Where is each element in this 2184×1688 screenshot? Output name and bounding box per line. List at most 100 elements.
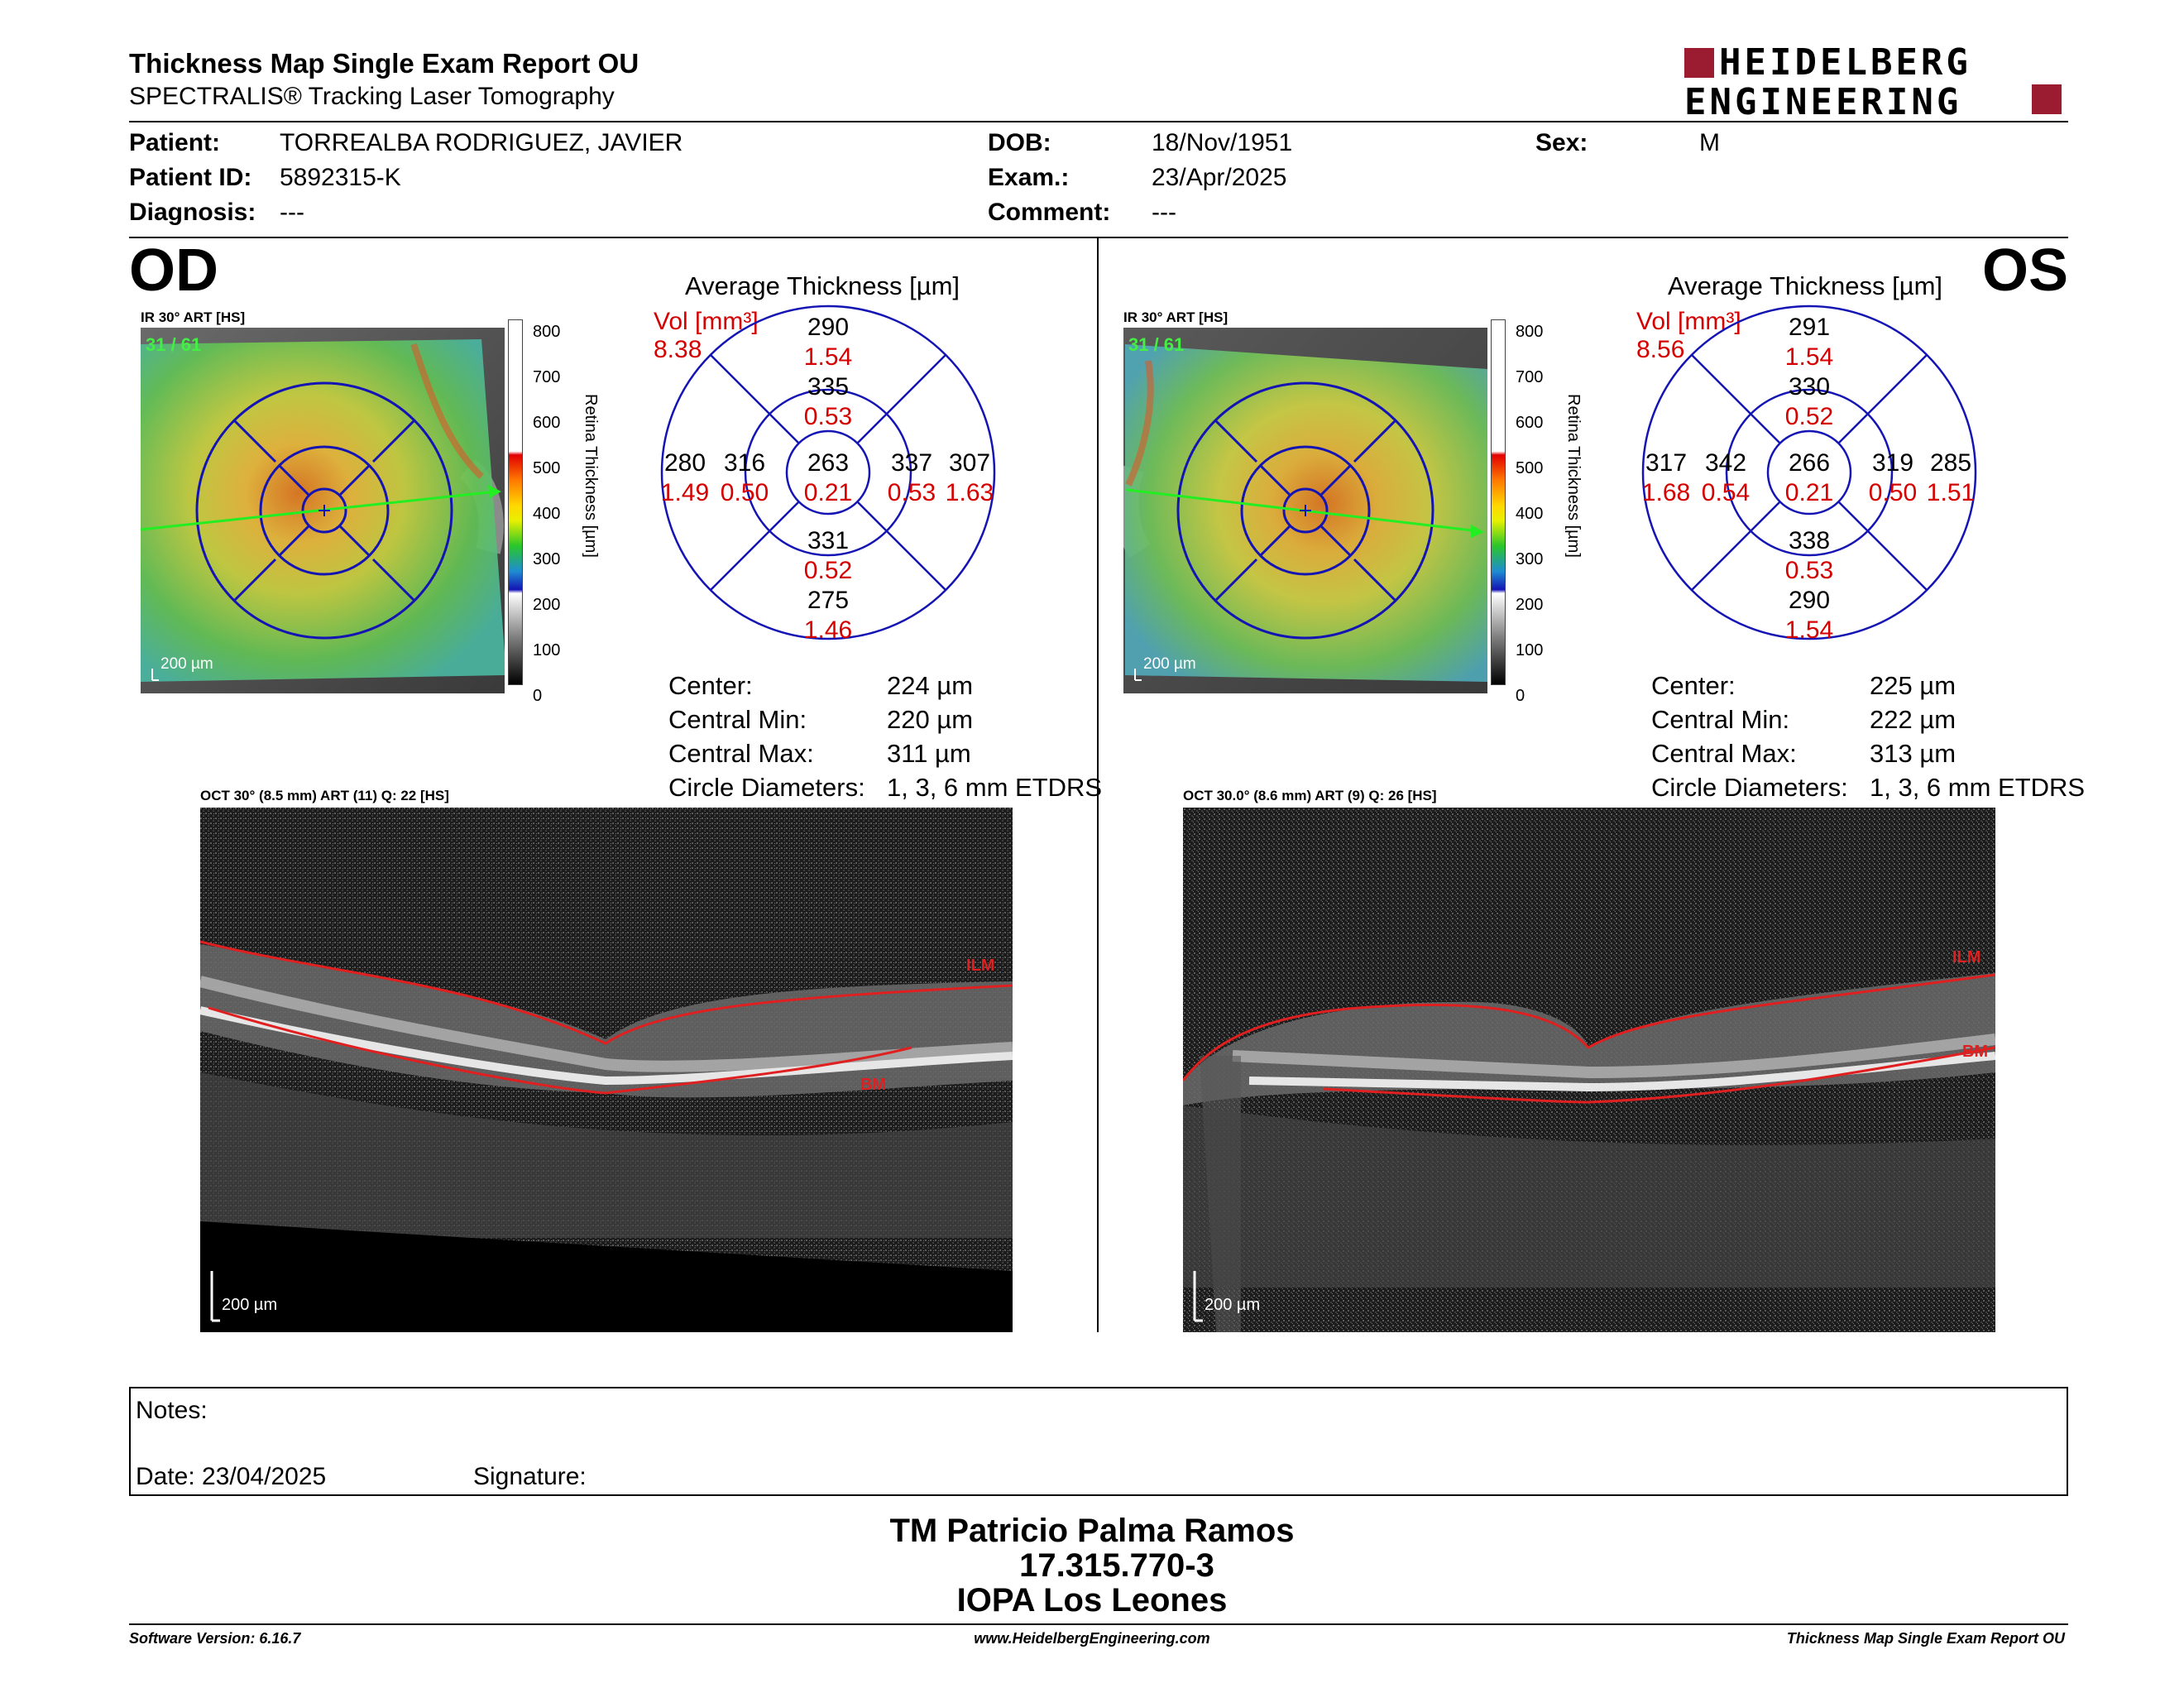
comment-value: ---	[1152, 199, 1176, 226]
od-colorbar: 800 700 600 500 400 300 200 100 0 Retina…	[508, 319, 607, 705]
os-colorbar: 800 700 600 500 400 300 200 100 0 Retina…	[1491, 319, 1590, 705]
signatory-org: IOPA Los Leones	[956, 1582, 1228, 1618]
notes-box: Notes: Date: 23/04/2025 Signature:	[129, 1387, 2068, 1496]
os-sector-bottom-outer: 290 1.54	[1784, 587, 1834, 644]
exam-label: Exam.:	[988, 164, 1070, 191]
od-sector-left-outer: 280 1.49	[660, 449, 710, 506]
stat-label: Central Min:	[1651, 705, 1790, 734]
signatory-id: 17.315.770-3	[1019, 1547, 1214, 1584]
od-sector-bottom-outer: 275 1.46	[803, 587, 853, 644]
stat-value: 1, 3, 6 mm ETDRS	[887, 773, 1103, 802]
tick: 500	[1516, 459, 1544, 477]
os-sector-right-inner: 319 0.50	[1868, 449, 1918, 506]
notes-label: Notes:	[136, 1397, 208, 1424]
od-sector-left-inner: 316 0.50	[720, 449, 769, 506]
notes-date: Date: 23/04/2025	[136, 1463, 327, 1490]
footer-report-title: Thickness Map Single Exam Report OU	[1786, 1630, 2065, 1647]
od-fundus-thickness-map: 31 / 61 200 µm	[140, 328, 506, 693]
sex-label: Sex:	[1535, 129, 1588, 156]
os-sector-left-inner: 342 0.54	[1701, 449, 1751, 506]
os-scale-label: 200 µm	[1143, 655, 1196, 673]
od-sector-top-inner: 335 0.53	[803, 373, 853, 430]
os-avg-title: Average Thickness [µm]	[1668, 271, 1943, 300]
tick: 600	[533, 414, 561, 432]
report-title: Thickness Map Single Exam Report OU	[129, 48, 639, 79]
od-eye-label: OD	[129, 237, 218, 304]
tick: 700	[533, 368, 561, 386]
tick: 400	[533, 505, 561, 523]
od-sector-right-inner: 337 0.53	[887, 449, 936, 506]
stat-value: 225 µm	[1870, 671, 1956, 700]
stat-label: Central Min:	[668, 705, 807, 734]
os-vol-value: 8.56	[1636, 336, 1685, 363]
os-bm-label: BM	[1962, 1043, 1989, 1061]
heidelberg-logo: HEIDELBERG ENGINEERING	[1684, 41, 2065, 123]
stat-value: 222 µm	[1870, 705, 1956, 734]
logo-line2: ENGINEERING	[1684, 81, 1962, 123]
stat-label: Center:	[1651, 671, 1736, 700]
od-sector-center: 263 0.21	[803, 449, 853, 506]
tick: 200	[1516, 596, 1544, 614]
os-sector-right-outer: 285 1.51	[1926, 449, 1976, 506]
os-sector-bottom-inner: 338 0.53	[1784, 527, 1834, 584]
patient-label: Patient:	[129, 129, 221, 156]
stat-label: Center:	[668, 671, 753, 700]
od-etdrs-grid: 290 1.54 335 0.53 280 1.49 316 0.50 263 0.21 …	[659, 303, 998, 644]
tick: 100	[533, 641, 561, 659]
od-scale-label: 200 µm	[160, 655, 213, 673]
os-sector-left-outer: 317 1.68	[1641, 449, 1691, 506]
od-ilm-label: ILM	[966, 957, 995, 975]
tick: 300	[533, 550, 561, 568]
stat-value: 313 µm	[1870, 739, 1956, 768]
report-subtitle: SPECTRALIS® Tracking Laser Tomography	[129, 83, 615, 110]
dob-label: DOB:	[988, 129, 1051, 156]
od-sector-bottom-inner: 331 0.52	[803, 527, 853, 584]
tick: 300	[1516, 550, 1544, 568]
os-sector-top-inner: 330 0.52	[1784, 373, 1834, 430]
od-colorbar-title: Retina Thickness [µm]	[582, 394, 600, 558]
od-ir-label: IR 30° ART [HS]	[141, 309, 246, 325]
patient-name: TORREALBA RODRIGUEZ, JAVIER	[280, 129, 683, 156]
tick: 200	[533, 596, 561, 614]
diagnosis-label: Diagnosis:	[129, 199, 256, 226]
os-frame-counter: 31 / 61	[1128, 334, 1185, 355]
os-oct-label: OCT 30.0° (8.6 mm) ART (9) Q: 26 [HS]	[1183, 788, 1437, 803]
comment-label: Comment:	[988, 199, 1111, 226]
tick: 400	[1516, 505, 1544, 523]
os-oct-bscan: ILM BM 200 µm	[1183, 808, 1995, 1332]
tick: 0	[1516, 687, 1525, 705]
od-stats-values: 224 µm 220 µm 311 µm 1, 3, 6 mm ETDRS	[887, 669, 1102, 804]
diagnosis-value: ---	[280, 199, 304, 226]
od-oct-bscan: ILM BM 200 µm	[200, 808, 1013, 1332]
os-sector-top-outer: 291 1.54	[1784, 314, 1834, 371]
od-avg-title: Average Thickness [µm]	[685, 271, 960, 300]
os-fundus-thickness-map: 31 / 61 200 µm	[1114, 328, 1487, 693]
website-link[interactable]: www.HeidelbergEngineering.com	[974, 1630, 1210, 1647]
os-stats-values: 225 µm 222 µm 313 µm 1, 3, 6 mm ETDRS	[1870, 669, 2085, 804]
tick: 600	[1516, 414, 1544, 432]
dob-value: 18/Nov/1951	[1152, 129, 1293, 156]
tick: 700	[1516, 368, 1544, 386]
od-colorbar-ticks: 800 700 600 500 400 300 200 100 0	[533, 309, 560, 719]
tick: 800	[533, 323, 561, 341]
od-bm-label: BM	[860, 1076, 887, 1094]
od-vol-value: 8.38	[654, 336, 702, 363]
os-ir-label: IR 30° ART [HS]	[1123, 309, 1228, 325]
os-colorbar-ticks: 800 700 600 500 400 300 200 100 0	[1516, 309, 1543, 719]
stat-value: 1, 3, 6 mm ETDRS	[1870, 773, 2086, 802]
stat-label: Central Max:	[1651, 739, 1797, 768]
stat-value: 224 µm	[887, 671, 974, 700]
stat-value: 220 µm	[887, 705, 974, 734]
od-stats-labels: Center: Central Min: Central Max: Circle…	[668, 669, 865, 804]
od-oct-scale: 200 µm	[222, 1296, 278, 1314]
patient-id: 5892315-K	[280, 164, 401, 191]
stat-value: 311 µm	[887, 739, 971, 768]
od-sector-right-outer: 307 1.63	[945, 449, 994, 506]
sex-value: M	[1699, 129, 1720, 156]
software-version: Software Version: 6.16.7	[129, 1630, 301, 1647]
os-oct-scale: 200 µm	[1205, 1296, 1261, 1314]
logo-line1: HEIDELBERG	[1719, 41, 1971, 84]
stat-label: Circle Diameters:	[668, 773, 865, 802]
tick: 0	[533, 687, 543, 705]
signatory-name: TM Patricio Palma Ramos	[889, 1513, 1295, 1549]
